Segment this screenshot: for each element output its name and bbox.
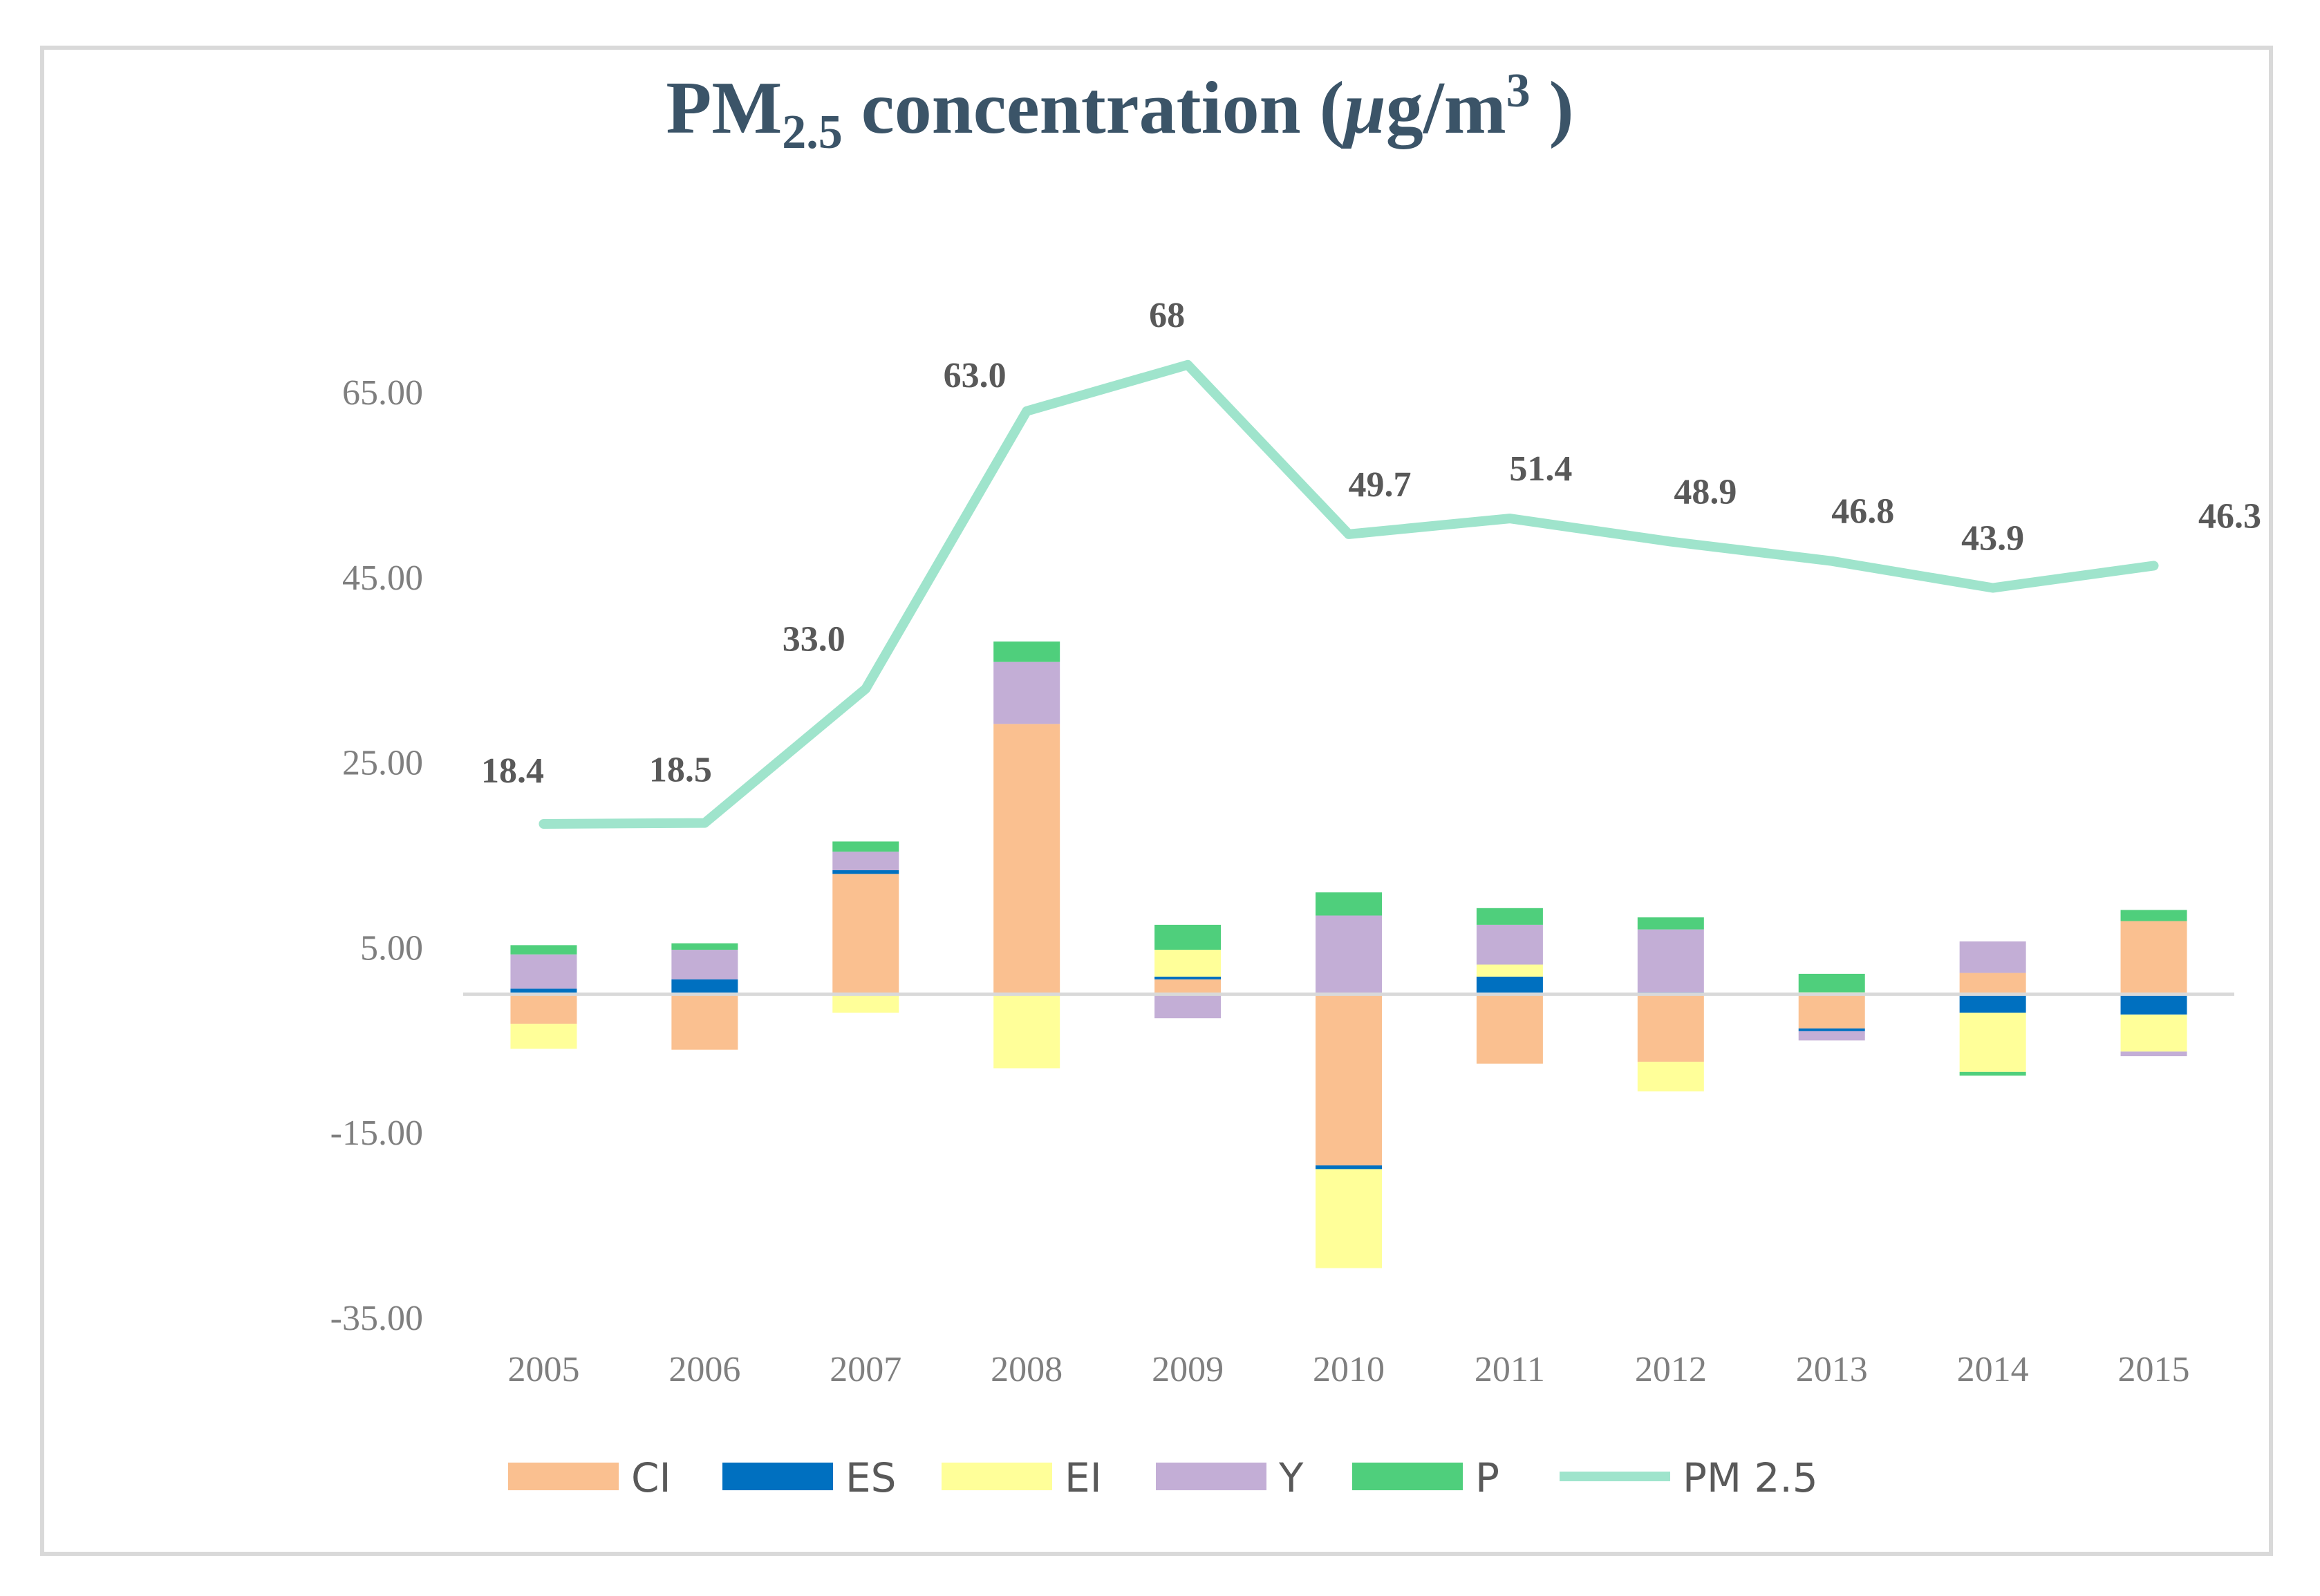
y-tick-label: 5.00: [360, 928, 423, 968]
y-tick-label: -35.00: [330, 1299, 423, 1338]
bar-segment-es: [1154, 976, 1222, 979]
bar-segment-y: [993, 661, 1060, 724]
pm25-data-label: 49.7: [1349, 465, 1412, 505]
x-axis: 2005 2006 2007 2008 2009 2010 2011 2012 2013 2014…: [507, 1350, 2189, 1389]
pm25-data-label: 51.4: [1509, 449, 1572, 489]
bar-segment-es: [2120, 994, 2187, 1015]
bar-segment-es: [510, 988, 577, 995]
bar-segment-es: [832, 870, 899, 874]
pm25-data-label: 33.0: [783, 619, 845, 659]
pm25-data-label: 18.4: [481, 751, 544, 791]
bar-segment-p: [1154, 924, 1222, 950]
bar-segment-ci: [1476, 994, 1543, 1064]
pm25-data-label: 18.5: [649, 751, 712, 790]
bar-segment-p: [1316, 892, 1382, 916]
bar-segment-ei: [993, 994, 1060, 1069]
bar-segment-ci: [1154, 979, 1222, 995]
legend-label-ci: CI: [631, 1454, 671, 1501]
chart-frame: [40, 46, 2273, 1556]
bar-segment-y: [1476, 924, 1543, 965]
pm25-data-label: 48.9: [1674, 473, 1737, 512]
pm25-data-label: 46.3: [2198, 496, 2261, 536]
bars: [510, 641, 2187, 1268]
bar-segment-ci: [1316, 994, 1382, 1166]
bar-segment-y: [1959, 941, 2026, 973]
pm25-line: 18.4 18.5 33.0 63.0 68 49.7 51.4 48.9 46.8 43.9 46…: [481, 296, 2261, 829]
bar-segment-p: [1476, 908, 1543, 925]
legend-label-y: Y: [1278, 1454, 1304, 1501]
bar-segment-ci: [671, 994, 738, 1050]
legend-swatch-p: [1352, 1463, 1463, 1490]
legend-label-es: ES: [845, 1454, 896, 1501]
bar-segment-p: [2120, 910, 2187, 921]
x-tick-label: 2005: [507, 1350, 579, 1389]
pm25-data-label: 63.0: [944, 356, 1007, 395]
legend-swatch-y: [1156, 1463, 1266, 1490]
y-tick-label: -15.00: [330, 1114, 423, 1153]
pm25-data-label: 68: [1149, 296, 1185, 335]
x-tick-label: 2014: [1957, 1350, 2029, 1389]
bar-segment-es: [1798, 1028, 1865, 1031]
bar-segment-ci: [1959, 973, 2026, 995]
bar-segment-ci: [2120, 921, 2187, 995]
legend-swatch-es: [722, 1463, 833, 1490]
x-tick-label: 2011: [1475, 1350, 1545, 1389]
bar-segment-ei: [832, 994, 899, 1013]
bar-segment-es: [1316, 1165, 1382, 1170]
bar-segment-y: [510, 954, 577, 989]
bar-segment-ci: [832, 874, 899, 995]
bar-segment-y: [1798, 1031, 1865, 1041]
bar-segment-p: [671, 943, 738, 950]
x-tick-label: 2009: [1152, 1350, 1224, 1389]
legend-swatch-ci: [508, 1463, 619, 1490]
x-tick-label: 2008: [991, 1350, 1063, 1389]
y-axis: 65.00 45.00 25.00 5.00 -15.00 -35.00: [330, 373, 423, 1338]
y-tick-label: 25.00: [342, 744, 423, 783]
y-tick-label: 65.00: [342, 373, 423, 413]
legend-label-pm25: PM 2.5: [1683, 1454, 1818, 1501]
bar-segment-es: [1476, 976, 1543, 995]
bar-segment-y: [671, 950, 738, 979]
bar-segment-ei: [1476, 964, 1543, 977]
pm25-data-label: 46.8: [1831, 492, 1894, 532]
x-tick-label: 2013: [1796, 1350, 1868, 1389]
bar-segment-es: [1959, 994, 2026, 1013]
bar-segment-ci: [510, 994, 577, 1024]
x-tick-label: 2007: [830, 1350, 901, 1389]
bar-segment-ci: [1798, 994, 1865, 1029]
bar-segment-y: [1316, 915, 1382, 995]
bar-segment-p: [993, 641, 1060, 662]
bar-segment-y: [2120, 1051, 2187, 1057]
bar-segment-ei: [510, 1024, 577, 1049]
bar-segment-p: [1959, 1071, 2026, 1076]
x-tick-label: 2012: [1635, 1350, 1707, 1389]
chart-title: PM2.5 concentration (μg/m3 ): [666, 64, 1573, 159]
bar-segment-p: [832, 841, 899, 852]
x-tick-label: 2010: [1313, 1350, 1385, 1389]
pm25-series-line: [539, 359, 2159, 829]
bar-segment-p: [510, 945, 577, 955]
bar-segment-p: [1637, 917, 1704, 930]
pm25-data-label: 43.9: [1961, 519, 2024, 558]
bar-segment-y: [1154, 994, 1222, 1019]
bar-segment-ei: [1959, 1013, 2026, 1072]
legend-label-ei: EI: [1065, 1454, 1102, 1501]
legend: CI ES EI Y P PM 2.5: [508, 1454, 1818, 1501]
bar-segment-ei: [2120, 1014, 2187, 1052]
bar-segment-ei: [1637, 1062, 1704, 1091]
legend-label-p: P: [1475, 1454, 1499, 1501]
bar-segment-p: [1798, 973, 1865, 993]
bar-segment-ci: [1637, 994, 1704, 1062]
y-tick-label: 45.00: [342, 558, 423, 598]
bar-segment-ei: [1316, 1169, 1382, 1268]
bar-segment-es: [671, 979, 738, 995]
bar-segment-y: [832, 852, 899, 870]
legend-swatch-ei: [942, 1463, 1052, 1490]
bar-segment-ei: [1154, 950, 1222, 977]
bar-segment-y: [1637, 929, 1704, 993]
bar-segment-ci: [993, 724, 1060, 995]
x-tick-label: 2006: [668, 1350, 740, 1389]
x-tick-label: 2015: [2118, 1350, 2190, 1389]
